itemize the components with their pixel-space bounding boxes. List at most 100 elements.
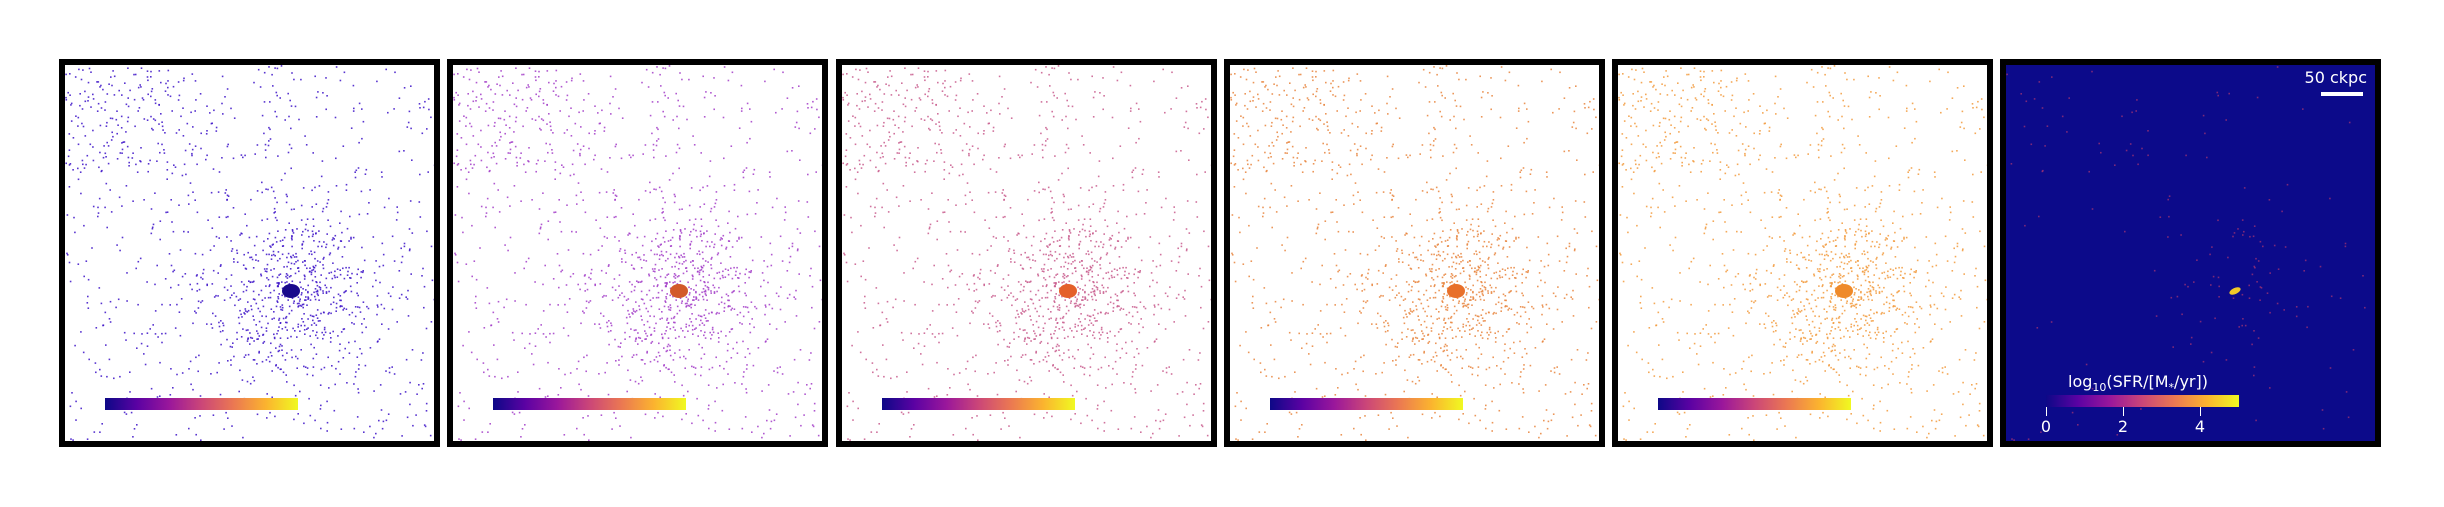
- particle: [291, 280, 294, 283]
- particle: [567, 334, 570, 337]
- particle: [358, 141, 360, 144]
- particle: [756, 202, 758, 204]
- particle: [177, 284, 180, 286]
- particle: [1175, 270, 1178, 272]
- particle: [1113, 276, 1116, 278]
- particle: [1123, 227, 1126, 230]
- particle: [1061, 295, 1063, 298]
- particle: [749, 323, 751, 325]
- particle: [1083, 328, 1085, 330]
- particle: [1065, 143, 1068, 146]
- particle: [978, 278, 981, 280]
- colorbar-strip-1: [105, 398, 298, 410]
- particle: [1460, 355, 1462, 358]
- particle: [352, 84, 355, 87]
- particle: [710, 311, 713, 314]
- particle: [1384, 393, 1387, 396]
- particle: [931, 192, 933, 194]
- particle: [643, 302, 646, 305]
- particle: [855, 68, 857, 71]
- particle: [847, 438, 849, 440]
- particle: [1120, 277, 1123, 280]
- particle: [480, 146, 482, 148]
- particle: [1077, 219, 1080, 221]
- particle: [1045, 126, 1047, 129]
- particle: [637, 256, 639, 259]
- particle: [672, 119, 674, 121]
- particle: [594, 130, 596, 132]
- particle: [260, 326, 263, 329]
- particle: [467, 104, 469, 107]
- particle: [1109, 301, 1112, 304]
- particle: [1086, 414, 1089, 417]
- particle: [422, 106, 425, 109]
- particle: [760, 285, 762, 288]
- particle: [974, 307, 977, 309]
- particle: [1053, 282, 1055, 284]
- particle: [1099, 267, 1102, 270]
- particle: [938, 341, 940, 344]
- particle: [582, 417, 584, 419]
- particle: [664, 259, 667, 262]
- particle: [235, 295, 238, 298]
- particle: [1332, 94, 1334, 96]
- particle: [1056, 257, 1058, 260]
- particle: [714, 202, 717, 205]
- particle: [1054, 155, 1056, 157]
- particle: [1269, 101, 1272, 103]
- particle: [513, 413, 516, 415]
- particle: [425, 402, 428, 405]
- particle: [258, 335, 261, 337]
- particle: [707, 320, 709, 322]
- particle: [304, 333, 306, 335]
- particle: [624, 249, 626, 252]
- particle: [703, 232, 705, 234]
- particle: [666, 326, 668, 328]
- particle: [1257, 129, 1259, 132]
- particle: [169, 394, 172, 396]
- particle: [1546, 323, 1548, 325]
- particle: [380, 409, 383, 411]
- particle: [85, 260, 88, 262]
- particle: [977, 301, 979, 304]
- particle: [276, 285, 279, 288]
- particle: [1468, 365, 1470, 368]
- particle: [1398, 258, 1400, 260]
- particle: [1044, 322, 1046, 325]
- particle: [1407, 264, 1410, 266]
- particle: [299, 330, 301, 332]
- particle: [1340, 132, 1343, 134]
- particle: [883, 226, 885, 229]
- particle: [782, 71, 784, 74]
- particle: [1510, 308, 1513, 310]
- particle: [249, 256, 251, 259]
- particle: [1038, 181, 1040, 184]
- particle: [655, 238, 657, 240]
- particle: [1068, 280, 1071, 283]
- particle: [421, 387, 423, 390]
- particle: [945, 253, 948, 255]
- particle: [989, 168, 992, 170]
- particle: [115, 306, 117, 309]
- particle: [319, 261, 321, 263]
- particle: [1116, 222, 1118, 224]
- particle: [104, 101, 107, 103]
- particle: [1514, 285, 1517, 288]
- particle: [1474, 299, 1477, 301]
- particle: [1519, 315, 1522, 318]
- particle: [1063, 281, 1065, 283]
- particle: [669, 309, 672, 311]
- particle: [172, 85, 175, 88]
- particle: [1465, 78, 1467, 81]
- particle: [1465, 286, 1467, 289]
- particle: [1120, 307, 1122, 310]
- particle: [583, 433, 585, 436]
- particle: [1177, 293, 1180, 296]
- particle: [755, 307, 758, 310]
- particle: [312, 330, 314, 332]
- particle: [704, 289, 707, 292]
- particle: [194, 80, 197, 82]
- particle: [382, 420, 385, 423]
- particle: [406, 416, 409, 419]
- particle: [1008, 425, 1010, 427]
